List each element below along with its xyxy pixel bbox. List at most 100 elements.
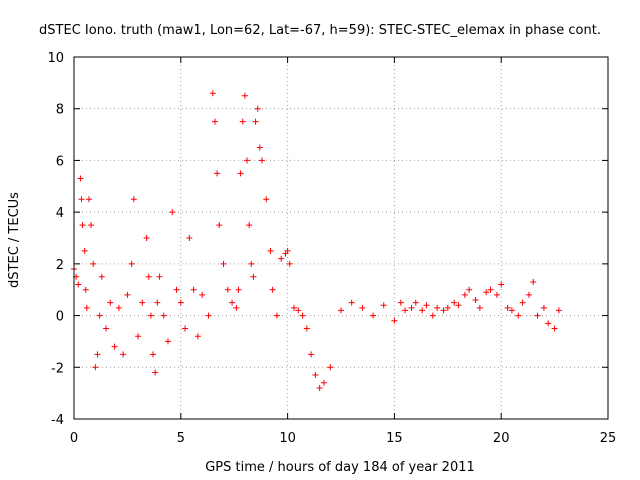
data-point xyxy=(444,304,451,311)
data-point xyxy=(135,333,142,340)
data-point xyxy=(216,222,223,229)
data-point xyxy=(154,299,161,306)
data-point xyxy=(78,196,85,203)
data-point xyxy=(145,273,152,280)
data-point xyxy=(248,260,255,267)
data-point xyxy=(186,235,193,241)
data-point xyxy=(493,291,500,298)
chart-title: dSTEC Iono. truth (maw1, Lon=62, Lat=-67… xyxy=(39,23,601,38)
data-point xyxy=(299,312,306,319)
data-point xyxy=(224,286,231,293)
data-point xyxy=(267,247,274,254)
data-point xyxy=(440,307,447,314)
data-point xyxy=(169,209,176,216)
data-point xyxy=(252,118,259,125)
x-tick-label: 15 xyxy=(386,431,403,446)
y-tick-label: -2 xyxy=(51,361,64,376)
data-point xyxy=(402,307,409,314)
y-tick-label: 2 xyxy=(56,258,64,273)
data-point xyxy=(235,286,242,293)
data-point xyxy=(150,351,157,358)
data-point xyxy=(551,325,558,332)
data-point xyxy=(94,351,101,358)
data-point xyxy=(359,304,366,311)
data-point xyxy=(284,247,291,254)
data-point xyxy=(429,312,436,319)
grid xyxy=(73,56,609,420)
data-point xyxy=(82,286,89,293)
data-point xyxy=(320,379,327,386)
data-point xyxy=(308,351,315,358)
data-point xyxy=(130,196,137,203)
data-point xyxy=(115,304,122,311)
data-point xyxy=(211,118,218,125)
data-point xyxy=(250,273,257,280)
data-point xyxy=(237,170,244,177)
data-point xyxy=(79,222,86,229)
data-point xyxy=(295,307,302,314)
data-point xyxy=(525,291,532,298)
data-point xyxy=(423,302,430,309)
x-tick-label: 0 xyxy=(70,431,78,446)
data-point xyxy=(83,304,90,311)
data-point xyxy=(534,312,541,319)
data-points xyxy=(71,90,562,391)
y-tick-label: -4 xyxy=(51,413,64,428)
data-point xyxy=(483,289,490,296)
data-point xyxy=(504,304,511,311)
data-point xyxy=(412,299,419,306)
data-point xyxy=(466,286,473,293)
data-point xyxy=(269,286,276,293)
tick-labels: 0 5 10 15 20 25 -4 -2 0 2 4 6 8 10 xyxy=(47,51,616,446)
data-point xyxy=(85,196,92,203)
data-point xyxy=(239,118,246,125)
data-point xyxy=(286,260,293,267)
data-point xyxy=(519,299,526,306)
y-axis-label: dSTEC / TECUs xyxy=(7,192,22,288)
data-point xyxy=(555,307,562,314)
data-point xyxy=(391,317,398,324)
data-point xyxy=(147,312,154,319)
data-point xyxy=(256,144,263,151)
y-tick-label: 6 xyxy=(56,154,64,169)
data-point xyxy=(498,281,505,288)
data-point xyxy=(107,299,114,306)
data-point xyxy=(487,286,494,293)
data-point xyxy=(139,299,146,306)
data-point xyxy=(540,304,547,311)
y-tick-label: 8 xyxy=(56,103,64,118)
data-point xyxy=(508,307,515,314)
y-tick-label: 10 xyxy=(47,51,64,66)
data-point xyxy=(273,312,280,319)
data-point xyxy=(263,196,270,203)
y-tick-label: 4 xyxy=(56,206,64,221)
data-point xyxy=(254,105,261,112)
data-point xyxy=(246,222,253,229)
data-point xyxy=(173,286,180,293)
data-point xyxy=(338,307,344,314)
data-point xyxy=(530,278,537,285)
x-tick-label: 20 xyxy=(493,431,510,446)
data-point xyxy=(128,260,135,267)
data-point xyxy=(278,255,285,262)
data-point xyxy=(214,170,221,177)
data-point xyxy=(75,281,82,288)
data-point xyxy=(182,325,189,332)
data-point xyxy=(190,286,197,293)
data-point xyxy=(90,260,97,267)
data-point xyxy=(316,384,323,391)
x-tick-label: 5 xyxy=(177,431,185,446)
data-point xyxy=(461,291,468,298)
data-point xyxy=(77,175,84,182)
data-point xyxy=(103,325,110,332)
data-point xyxy=(476,304,483,311)
data-point xyxy=(156,273,163,280)
data-point xyxy=(205,312,212,319)
data-point xyxy=(348,299,355,306)
data-point xyxy=(92,364,99,371)
data-point xyxy=(111,343,118,350)
x-axis-label: GPS time / hours of day 184 of year 2011 xyxy=(205,460,475,475)
data-point xyxy=(434,304,441,311)
data-point xyxy=(545,320,552,327)
